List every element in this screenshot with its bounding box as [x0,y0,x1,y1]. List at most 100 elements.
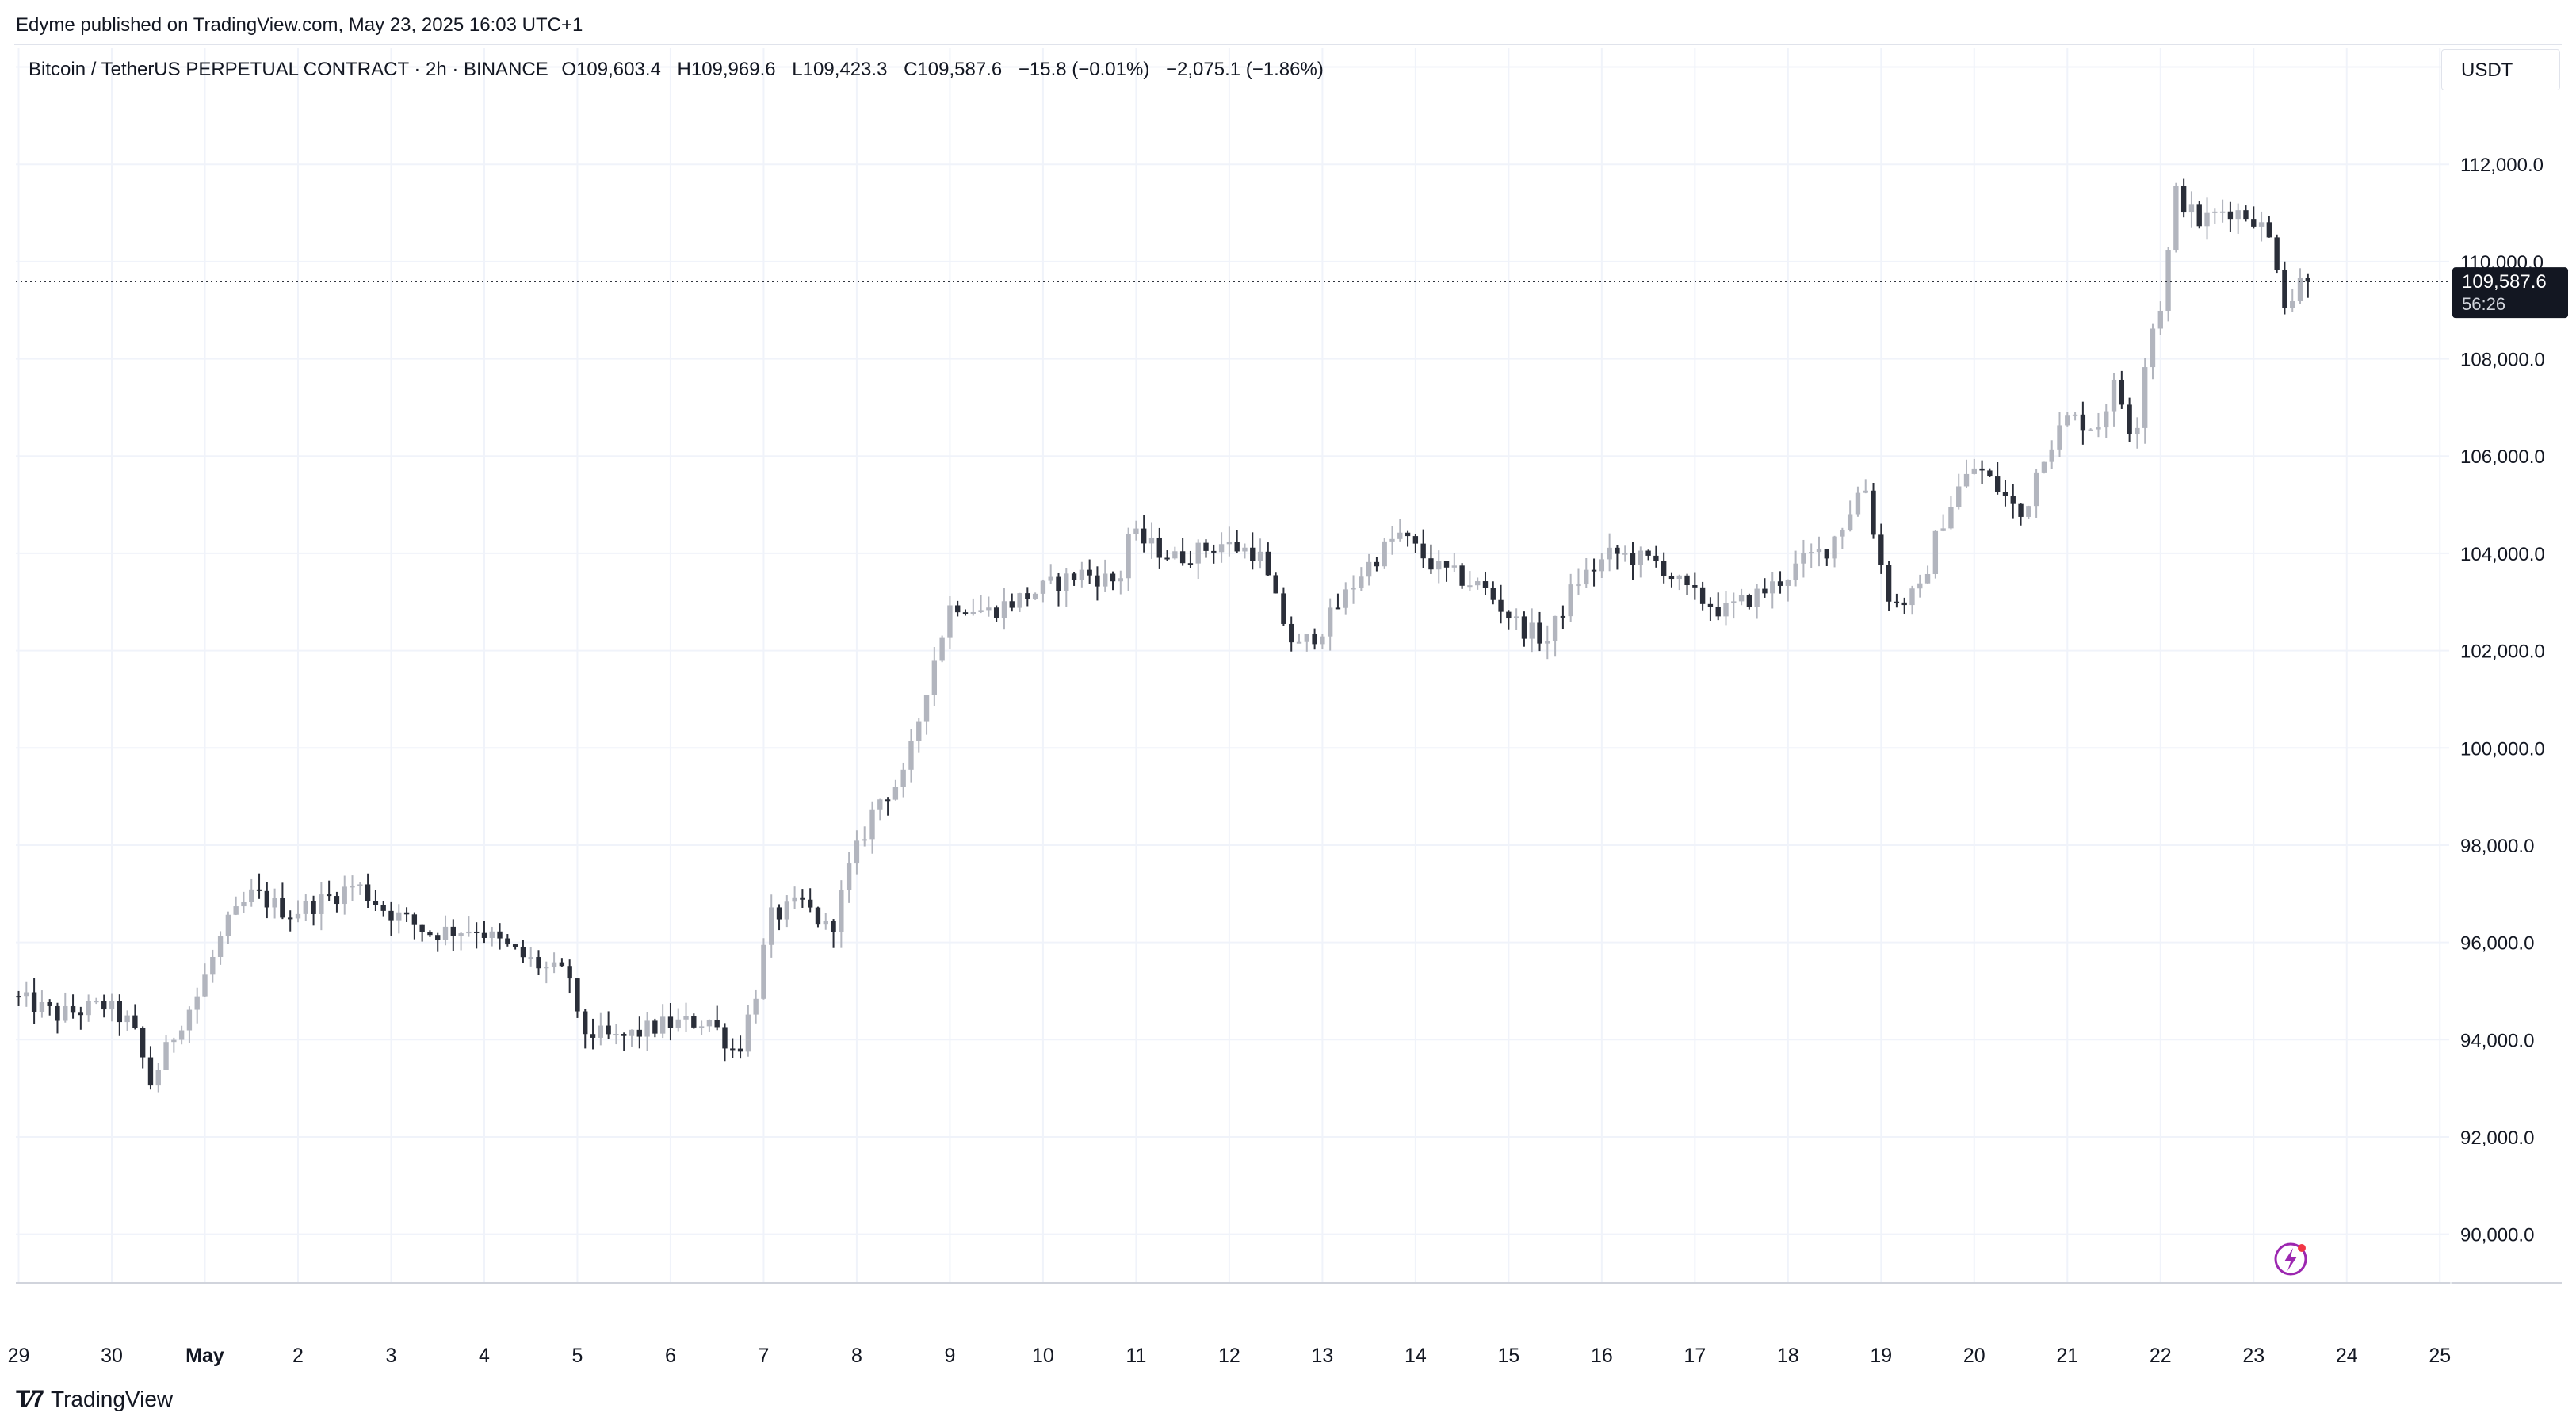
candle-body [1420,543,1426,559]
candle-body [1218,544,1225,553]
candle-body [575,978,580,1012]
candle-body [892,787,899,800]
candle-body [1095,575,1100,587]
legend-low: L109,423.3 [792,59,888,80]
candle-body [784,901,789,920]
candle-body [1645,550,1651,556]
candle-body [489,931,495,938]
candle-body [2243,210,2249,220]
candle-body [559,962,565,967]
last-price-marker: 109,587.656:26 [16,267,2568,1276]
candle-body [1335,607,1341,610]
candle-body [1963,473,1970,487]
y-tick-label: 106,000.0 [2460,446,2545,468]
candle-body [78,1012,84,1016]
y-tick-label: 100,000.0 [2460,738,2545,760]
candle-body [1296,641,1302,644]
candle-body [667,1016,674,1028]
symbol-title[interactable]: Bitcoin / TetherUS PERPETUAL CONTRACT · … [29,59,548,80]
x-tick-label: 23 [2242,1345,2265,1367]
candle-body [629,1029,635,1036]
candle-body [202,974,208,997]
candle-body [2041,461,2047,473]
legend-close: C109,587.6 [904,59,1003,80]
currency-selector[interactable]: USDT [2441,49,2560,90]
candle-body [2127,404,2132,434]
candle-body [1809,552,1814,554]
candle-body [908,741,914,770]
candle-body [1498,599,1504,612]
candle-body [1948,507,1954,529]
candles [16,178,2310,1093]
candle-body [800,897,805,900]
candle-body [241,902,247,907]
candle-body [311,901,316,914]
candle-body [171,1039,177,1043]
candle-body [1289,623,1294,643]
tradingview-brand[interactable]: T⁄7 TradingView [16,1386,173,1413]
lightning-icon [2274,1242,2307,1276]
candle-body [528,957,533,959]
x-tick-label: 24 [2336,1345,2358,1367]
candle-body [1195,542,1201,564]
candle-body [124,1015,130,1023]
candle-body [2266,222,2272,238]
candle-body [978,610,984,612]
candle-body [1707,603,1714,607]
candle-body [916,721,922,741]
candle-body [1924,573,1931,584]
candle-body [233,906,239,915]
candle-body [63,1006,68,1021]
candle-body [217,936,224,958]
candle-body [1661,561,1667,576]
candle-body [272,898,277,908]
candle-body [1389,538,1395,542]
candle-body [808,899,813,908]
candle-body [1676,575,1682,580]
candle-body [776,907,782,920]
candle-body [1777,581,1783,586]
candle-body [178,1030,185,1040]
candle-body [1103,573,1108,587]
candle-body [1475,581,1481,586]
candle-body [815,907,821,925]
chart-frame[interactable] [14,44,2562,1372]
x-tick-label: 12 [1218,1345,1240,1367]
candle-body [427,932,433,936]
chart-grid [16,48,2449,1283]
x-tick-label: 29 [8,1345,30,1367]
last-price-label-bg [2452,267,2568,319]
x-tick-label: 14 [1405,1345,1427,1367]
candle-body [1451,565,1458,568]
candle-body [1087,569,1092,576]
x-tick-label: 11 [1126,1345,1146,1367]
x-tick-label: 16 [1591,1345,1613,1367]
candle-body [2297,278,2303,302]
candle-body [2057,425,2062,450]
candle-body [1770,581,1775,594]
candle-body [947,605,953,638]
x-tick-label: 2 [292,1345,304,1367]
candle-body [1653,555,1659,561]
candle-body [1118,578,1123,582]
candle-body [1304,634,1309,642]
candle-body [2219,211,2226,213]
candle-body [730,1048,736,1051]
candle-body [1110,573,1116,582]
candle-body [753,998,759,1015]
candle-body [652,1020,658,1034]
candle-body [1591,569,1597,572]
x-tick-label: 18 [1777,1345,1799,1367]
candle-body [380,905,386,911]
candle-body [2173,186,2179,251]
candle-body [2235,210,2241,220]
candle-body [140,1028,146,1058]
candle-body [970,611,976,614]
candle-body [1560,615,1566,618]
candle-body [1699,587,1706,604]
candle-body [295,913,301,919]
candle-body [109,1001,115,1010]
candle-body [55,1005,60,1021]
candle-body [567,966,572,979]
